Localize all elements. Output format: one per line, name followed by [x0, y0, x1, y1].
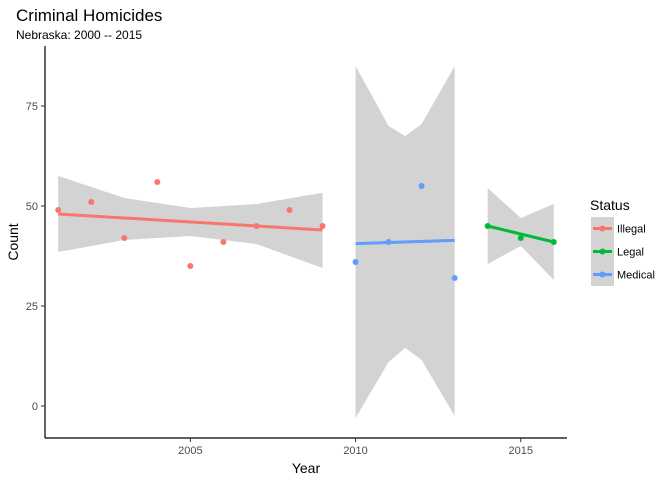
illegal-point — [55, 207, 62, 213]
illegal-point — [253, 223, 260, 229]
medical-fit-line — [355, 238, 455, 246]
axes: 0 25 50 75 2005 2010 2015 — [26, 46, 567, 457]
illegal-legend-label: Illegal — [617, 224, 646, 236]
confidence-bands — [58, 66, 554, 418]
legal-point — [484, 223, 491, 229]
chart-title: Criminal Homicides — [16, 6, 162, 25]
medical-point — [451, 275, 458, 281]
medical-point — [352, 259, 359, 265]
legend: Status Illegal Legal Medical — [590, 197, 655, 286]
y-tick-label: 0 — [32, 401, 38, 413]
illegal-point — [286, 207, 293, 213]
medical-legend-dot — [599, 271, 606, 278]
legal-point — [517, 235, 524, 241]
illegal-point — [319, 223, 326, 229]
medical-point — [385, 239, 392, 245]
legal-point — [550, 239, 557, 245]
x-axis-label: Year — [292, 460, 321, 476]
medical-legend-label: Medical — [617, 270, 655, 282]
y-tick-label: 25 — [26, 301, 38, 313]
legal-fit-line — [487, 224, 555, 244]
y-tick-label: 50 — [26, 201, 38, 213]
illegal-point — [154, 179, 161, 185]
legend-title: Status — [590, 197, 630, 213]
data-points — [55, 179, 557, 281]
illegal-point — [121, 235, 128, 241]
illegal-fit-line — [58, 212, 323, 232]
illegal-point — [187, 263, 194, 269]
x-tick-label: 2005 — [178, 445, 202, 457]
illegal-point — [88, 199, 95, 205]
y-tick-label: 75 — [26, 101, 38, 113]
chart-subtitle: Nebraska: 2000 -- 2015 — [16, 28, 142, 42]
fit-lines — [58, 212, 555, 246]
x-tick-label: 2015 — [509, 445, 533, 457]
legal-legend-label: Legal — [617, 247, 644, 259]
x-tick-label: 2010 — [343, 445, 367, 457]
medical-point — [418, 183, 425, 189]
y-axis-label: Count — [5, 223, 21, 260]
illegal-legend-dot — [599, 225, 606, 232]
illegal-point — [220, 239, 227, 245]
legal-legend-dot — [599, 248, 606, 255]
